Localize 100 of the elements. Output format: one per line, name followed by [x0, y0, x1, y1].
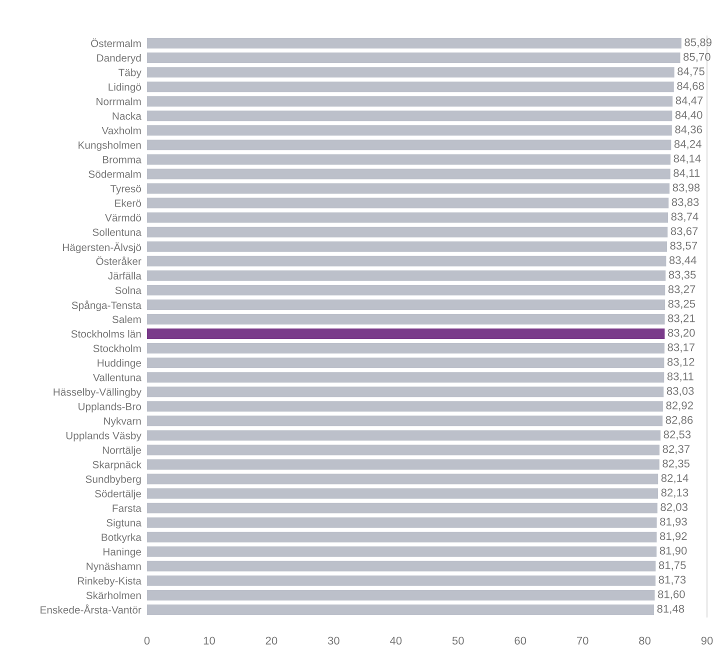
data-label: 82,53: [664, 430, 691, 440]
data-label: 83,03: [666, 386, 694, 396]
data-label: 83,25: [668, 300, 696, 310]
x-tick-label: 50: [452, 636, 464, 645]
bar: [147, 125, 672, 136]
bar: [147, 52, 680, 64]
data-label: 83,74: [671, 212, 698, 222]
y-tick-label: Solna: [115, 286, 142, 294]
y-tick-label: Rinkeby-Kista: [78, 576, 142, 587]
y-tick-label: Nynäshamn: [86, 562, 141, 572]
bar: [147, 343, 664, 354]
y-tick-label: Ekerö: [115, 199, 142, 207]
data-label: 83,98: [672, 184, 700, 193]
y-tick-label: Upplands Väsby: [66, 432, 142, 442]
bar: [147, 140, 672, 150]
data-label: 84,11: [674, 169, 700, 178]
data-label: 83,12: [667, 358, 694, 368]
bar: [147, 328, 665, 339]
data-label: 84,36: [675, 126, 702, 135]
data-label: 83,57: [670, 242, 698, 251]
y-tick-label: Värmdö: [105, 214, 142, 222]
y-tick-label: Bromma: [102, 156, 142, 164]
y-tick-label: Norrtälje: [102, 446, 141, 456]
bar: [147, 386, 664, 398]
bar: [147, 488, 658, 499]
y-tick-label: Vaxholm: [102, 126, 141, 134]
bar: [147, 575, 656, 586]
bar: [147, 604, 654, 615]
bar: [147, 270, 666, 281]
bar: [147, 546, 657, 557]
y-tick-label: Södertälje: [95, 490, 141, 500]
data-label: 84,40: [675, 111, 702, 120]
y-tick-label: Stockholms län: [71, 330, 141, 338]
bar: [147, 154, 671, 165]
data-label: 83,83: [672, 198, 699, 208]
bar: [147, 82, 674, 92]
data-label: 81,92: [660, 532, 687, 542]
data-label: 84,68: [677, 82, 704, 92]
y-tick-label: Järfälla: [108, 272, 142, 280]
data-label: 83,11: [667, 372, 694, 382]
bar: [147, 474, 658, 484]
data-label: 85,89: [684, 38, 712, 48]
data-label: 84,47: [676, 96, 703, 106]
bar: [147, 67, 674, 78]
bar: [147, 502, 658, 514]
x-tick-label: 70: [576, 636, 588, 645]
y-tick-label: Haninge: [104, 548, 141, 558]
x-tick-label: 10: [204, 636, 215, 645]
bar: [147, 241, 667, 252]
y-tick-label: Östermalm: [91, 38, 141, 48]
data-label: 83,27: [668, 285, 696, 294]
data-label: 83,35: [668, 270, 696, 280]
bar: [147, 517, 657, 528]
bar: [147, 358, 664, 368]
data-label: 81,93: [660, 518, 687, 527]
y-tick-label: Nacka: [112, 112, 142, 120]
x-tick-label: 0: [144, 636, 150, 645]
y-tick-label: Huddinge: [98, 359, 141, 369]
data-label: 81,75: [658, 561, 686, 570]
data-label: 84,14: [674, 154, 701, 164]
y-tick-label: Täby: [118, 68, 142, 78]
bar: [147, 430, 661, 441]
y-tick-label: Enskede-Årsta-Vantör: [40, 604, 142, 614]
data-label: 82,14: [661, 474, 688, 484]
y-tick-label: Salem: [112, 315, 141, 324]
y-tick-label: Skärholmen: [86, 591, 141, 600]
x-tick-label: 30: [328, 636, 340, 645]
y-tick-label: Södermalm: [88, 170, 141, 178]
bar: [147, 372, 664, 383]
bar: [147, 532, 657, 542]
bar: [147, 256, 666, 266]
bar: [147, 198, 669, 208]
x-tick-label: 40: [390, 636, 402, 645]
y-tick-label: Botkyrka: [102, 533, 142, 544]
bar: [147, 314, 665, 324]
data-label: 83,20: [668, 328, 695, 338]
bar: [147, 401, 663, 412]
bar: [147, 560, 656, 572]
y-tick-label: Spånga-Tensta: [72, 300, 142, 312]
y-tick-label: Stockholm: [93, 344, 141, 352]
y-tick-label: Farsta: [112, 504, 142, 512]
y-tick-label: Lidingö: [108, 83, 142, 93]
bar: [147, 299, 665, 310]
bar: [147, 183, 670, 194]
y-tick-label: Nykvarn: [104, 417, 141, 427]
y-tick-label: Norrmalm: [96, 98, 141, 106]
bar: [147, 590, 655, 600]
y-tick-label: Sundbyberg: [86, 475, 141, 485]
bar: [147, 96, 673, 107]
data-label: 83,17: [668, 343, 695, 353]
bar: [147, 444, 660, 456]
y-tick-label: Vallentuna: [93, 374, 142, 382]
bar: [147, 168, 670, 180]
x-tick-label: 20: [266, 636, 278, 645]
bar: [147, 416, 663, 426]
y-tick-label: Kungsholmen: [78, 141, 141, 151]
y-tick-label: Danderyd: [97, 54, 141, 64]
data-label: 82,13: [661, 488, 688, 498]
y-tick-label: Upplands-Bro: [78, 402, 142, 412]
bar: [147, 284, 666, 296]
